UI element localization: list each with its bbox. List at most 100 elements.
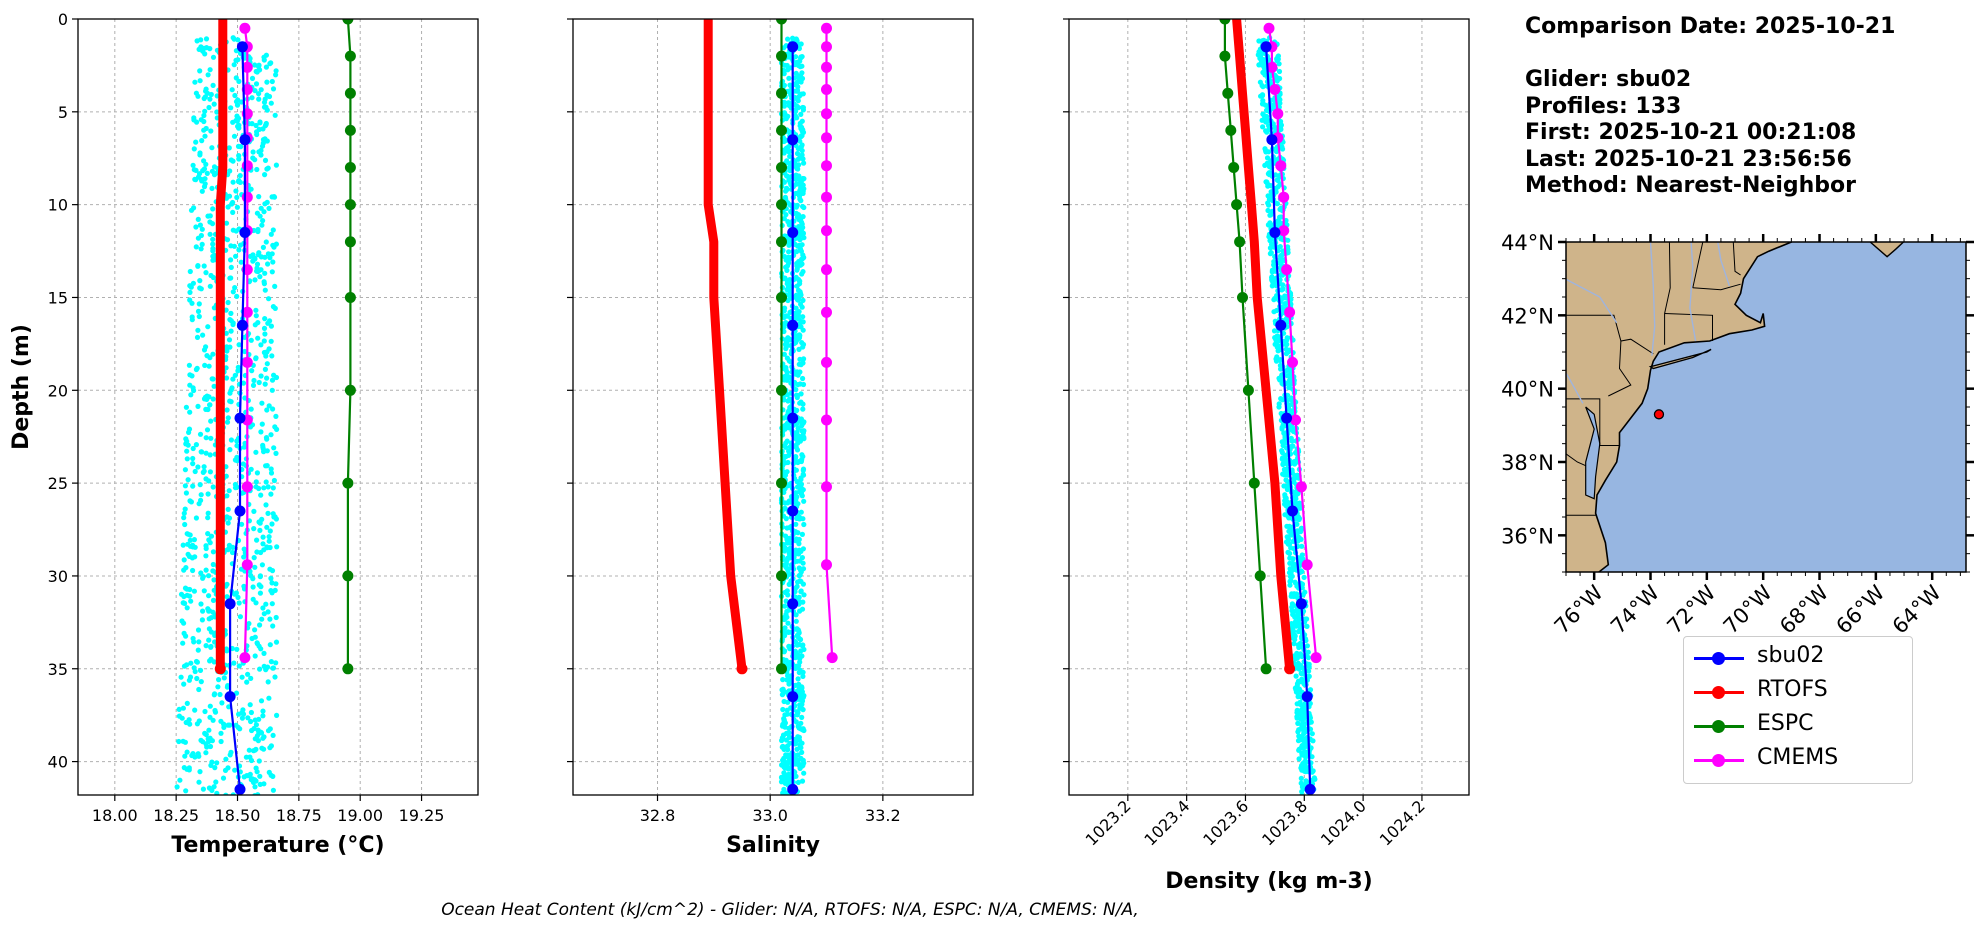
glider-scatter-point [797,659,803,665]
glider-scatter-point [793,181,799,187]
glider-scatter-point [794,266,800,272]
glider-scatter-point [230,289,236,295]
glider-scatter-point [784,743,791,749]
glider-scatter-point [793,305,799,311]
glider-scatter-point [187,289,193,295]
glider-scatter-point [191,796,196,801]
glider-scatter-point [262,123,268,129]
glider-scatter-point [795,530,801,536]
glider-scatter-point [782,648,788,654]
glider-scatter-point [210,241,216,247]
glider-scatter-point [786,498,792,504]
x-tick-label: 1023.8 [1258,796,1311,849]
state-border [1664,313,1713,341]
glider-scatter-point [1279,424,1285,430]
glider-scatter-point [236,663,242,669]
glider-scatter-point [269,568,276,574]
glider-scatter-point [796,688,802,695]
glider-scatter-point [195,216,201,222]
glider-scatter-point [273,374,280,381]
series-point-cmems [821,22,832,34]
series-point-sbu02 [1260,41,1272,53]
glider-scatter-point [273,614,279,621]
glider-scatter-point [252,784,258,790]
state-border [1732,242,1741,276]
glider-scatter-point [254,265,260,271]
glider-scatter-point [1295,688,1302,694]
glider-scatter-point [193,366,199,373]
glider-scatter-point [256,758,262,764]
state-border [1692,283,1741,291]
glider-scatter-point [787,659,793,665]
glider-scatter-point [210,54,217,60]
glider-scatter-point [784,339,790,345]
glider-scatter-point [785,731,791,737]
glider-scatter-point [182,739,188,745]
series-point-cmems [1269,84,1281,95]
glider-scatter-point [1266,196,1272,202]
glider-scatter-point [261,57,267,63]
glider-scatter-point [266,695,272,701]
glider-scatter-point [259,562,265,568]
glider-scatter-point [1287,578,1293,585]
legend-label-cmems: CMEMS [1757,745,1839,770]
glider-scatter-point [254,549,260,555]
river [1717,242,1731,287]
glider-scatter-point [271,477,277,484]
legend-label-rtofs: RTOFS [1757,677,1828,702]
glider-scatter-point [264,375,270,381]
legend-item-sbu02: sbu02 [1684,641,1912,675]
series-line-espc [346,19,352,670]
river [1649,242,1656,356]
glider-scatter-point [199,617,205,623]
glider-scatter-point [267,318,273,324]
glider-scatter-point [207,469,213,475]
glider-scatter-point [209,376,215,382]
glider-scatter-point [233,99,240,105]
glider-scatter-point [1286,570,1293,576]
glider-scatter-point [268,323,274,329]
series-point-cmems [821,108,832,120]
glider-scatter-point [787,168,793,174]
glider-scatter-point [260,446,266,452]
series-point-rtofs [736,663,748,675]
glider-scatter-point [783,454,789,460]
glider-scatter-point [264,349,270,355]
lat-label: 40°N [1501,378,1554,402]
glider-scatter-point [201,588,207,594]
glider-scatter-point [207,67,213,73]
glider-name: Glider: sbu02 [1525,67,1692,92]
glider-scatter-point [261,485,267,491]
glider-scatter-point [198,497,204,503]
glider-scatter-point [795,297,801,303]
glider-scatter-point [797,608,803,614]
glider-scatter-point [1281,483,1287,489]
glider-scatter-point [209,221,216,227]
glider-scatter-point [1302,589,1308,595]
glider-scatter-point [783,212,789,218]
series-point-espc [1225,124,1237,136]
glider-scatter-point [249,635,255,642]
lon-label: 72°W [1662,580,1720,638]
glider-scatter-point [269,269,275,275]
glider-scatter-point [1288,545,1294,551]
glider-scatter-point [257,666,263,672]
glider-scatter-point [186,426,193,432]
glider-scatter-point [219,700,225,706]
glider-scatter-point [260,735,266,741]
glider-scatter-point [268,659,274,665]
glider-scatter-point [786,256,792,263]
glider-scatter-point [784,158,790,164]
glider-scatter-point [793,70,799,76]
glider-scatter-point [191,639,197,645]
series-point-cmems [821,481,832,493]
glider-scatter-point [261,279,267,285]
glider-scatter-point [799,271,805,277]
glider-scatter-point [269,580,275,586]
glider-scatter-point [208,435,214,441]
glider-scatter-point [187,372,193,378]
glider-scatter-point [227,447,233,453]
glider-scatter-point [248,675,254,682]
glider-scatter-point [230,227,236,233]
y-tick-label: 30 [48,567,68,586]
